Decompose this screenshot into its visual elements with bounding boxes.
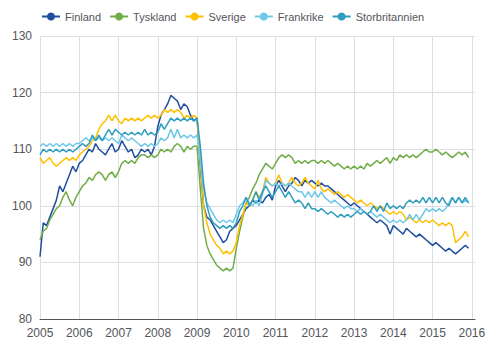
svg-text:Frankrike: Frankrike <box>278 11 324 23</box>
svg-text:2005: 2005 <box>27 326 54 340</box>
svg-text:2011: 2011 <box>263 326 289 340</box>
svg-text:2010: 2010 <box>223 326 250 340</box>
svg-text:2013: 2013 <box>341 326 368 340</box>
svg-text:2015: 2015 <box>419 326 446 340</box>
svg-text:2008: 2008 <box>144 326 171 340</box>
svg-text:2012: 2012 <box>301 326 328 340</box>
svg-text:Finland: Finland <box>65 11 101 23</box>
svg-text:Sverige: Sverige <box>208 11 245 23</box>
svg-text:Tyskland: Tyskland <box>133 11 176 23</box>
svg-text:100: 100 <box>12 199 32 213</box>
svg-text:2006: 2006 <box>66 326 93 340</box>
svg-text:80: 80 <box>19 312 33 326</box>
svg-text:2016: 2016 <box>459 326 486 340</box>
svg-text:2014: 2014 <box>380 326 407 340</box>
svg-text:2009: 2009 <box>184 326 211 340</box>
svg-text:110: 110 <box>13 142 32 156</box>
svg-text:90: 90 <box>19 255 33 269</box>
svg-text:2007: 2007 <box>105 326 132 340</box>
svg-text:130: 130 <box>12 29 32 43</box>
svg-text:120: 120 <box>12 86 32 100</box>
svg-text:Storbritannien: Storbritannien <box>356 11 425 23</box>
